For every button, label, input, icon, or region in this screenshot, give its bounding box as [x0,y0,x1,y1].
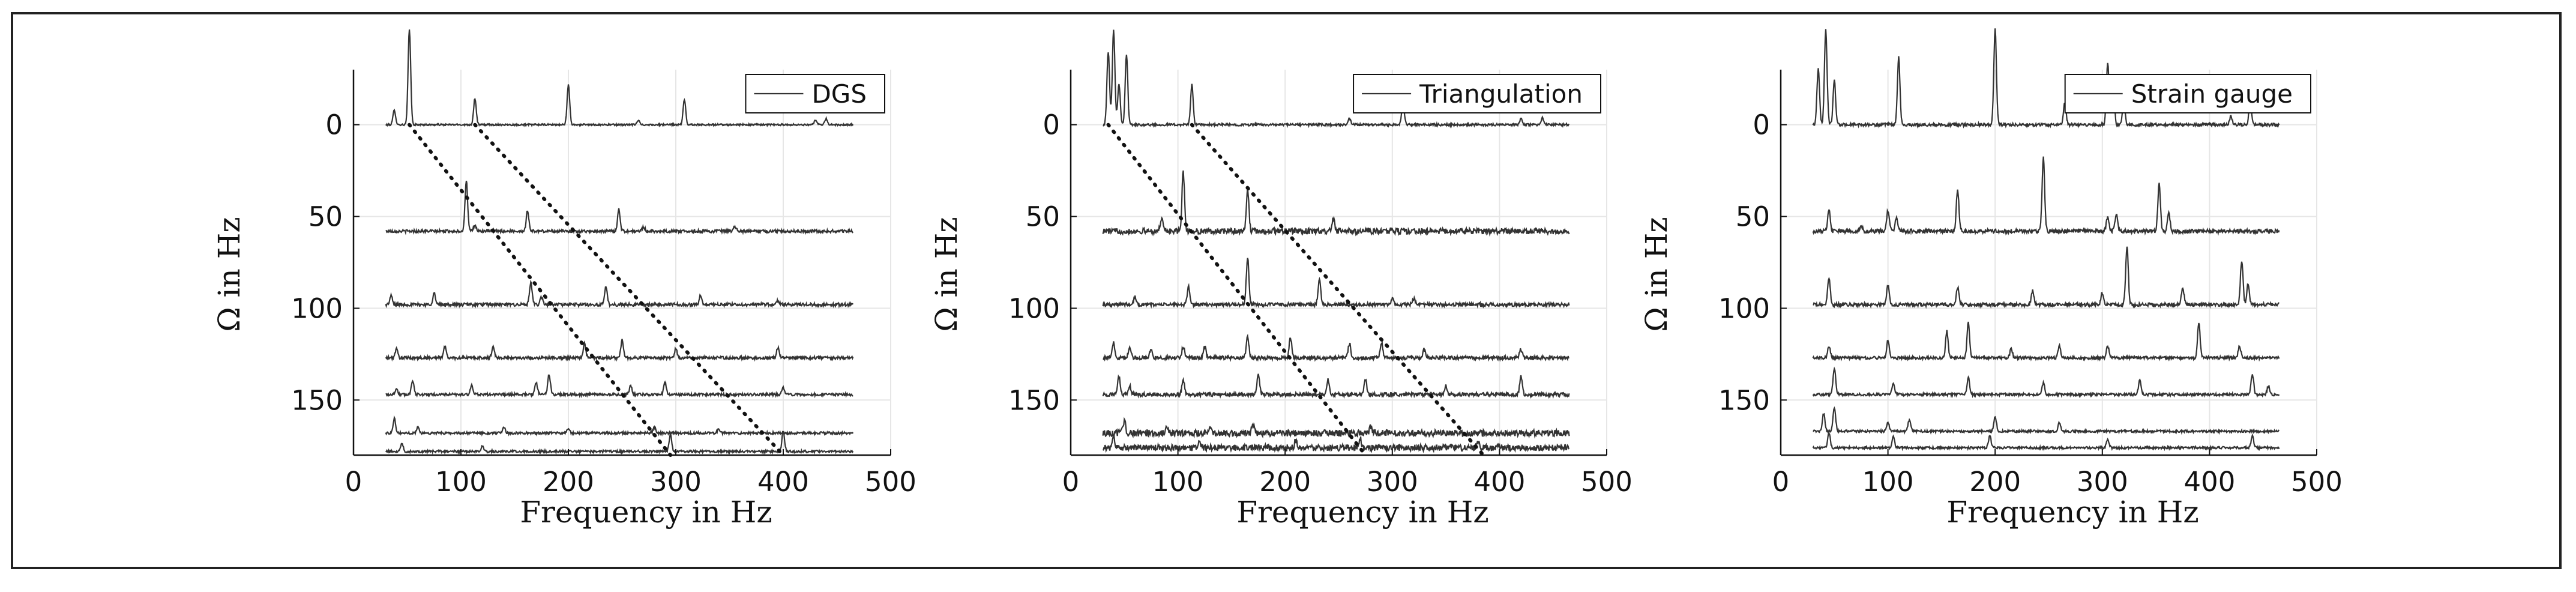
x-tick-label: 0 [345,466,363,498]
spectrum-trace-omega-0 [1812,28,2280,129]
spectrum-trace-omega-98 [1813,246,2280,309]
y-tick-label: 150 [291,384,343,416]
x-tick-label: 500 [865,466,916,498]
y-tick-label: 0 [325,109,343,141]
panel-1: 0 100 200 300 400 500 0 50 100 150 Frequency in Hz… [212,29,916,530]
legend: Strain gauge [2064,74,2311,113]
y-axis-label: Ω in Hz [212,217,247,331]
y-tick-label: 150 [1718,384,1770,416]
x-tick-label: 100 [1862,466,1914,498]
spectrum-trace-omega-0 [1103,29,1570,128]
y-tick-label: 150 [1008,384,1060,416]
panel-3: 0 100 200 300 400 500 0 50 100 150 Frequency in Hz… [1639,28,2343,530]
x-tick-label: 200 [1259,466,1311,498]
x-tick-label: 500 [1581,466,1633,498]
x-tick-label: 200 [543,466,594,498]
x-axis-label: Frequency in Hz [1946,495,2198,530]
spectrum-trace-omega-168 [385,415,854,437]
y-tick-label: 50 [1026,201,1060,233]
x-tick-label: 400 [757,466,809,498]
spectrum-trace-omega-168 [1102,417,1570,439]
x-tick-label: 200 [1969,466,2021,498]
x-tick-label: 300 [2077,466,2128,498]
order-line-2 [1190,122,1485,457]
y-tick-label: 100 [1718,292,1770,324]
spectrum-trace-omega-147 [1102,373,1570,399]
x-tick-label: 300 [1367,466,1418,498]
legend-label: DGS [811,79,867,109]
y-tick-label: 50 [308,201,343,233]
spectrum-trace-omega-178 [385,430,854,456]
y-tick-label: 50 [1736,201,1770,233]
spectrum-trace-omega-147 [1812,366,2280,399]
x-tick-label: 400 [2183,466,2235,498]
spectrum-trace-omega-127 [1103,333,1569,363]
x-tick-label: 100 [1152,466,1204,498]
spectrum-trace-omega-0 [385,29,854,128]
panel-2: 0 100 200 300 400 500 0 50 100 150 Frequency in Hz… [929,29,1633,530]
x-axis-label: Frequency in Hz [520,495,772,530]
spectrum-trace-omega-176 [1812,432,2280,452]
x-tick-label: 0 [1062,466,1080,498]
y-tick-label: 0 [1043,109,1060,141]
order-line-1 [1106,122,1368,457]
spectrum-trace-omega-58 [385,180,854,235]
spectrum-trace-omega-127 [1812,321,2280,362]
spectrum-trace-omega-176 [1102,434,1570,453]
spectrum-trace-omega-58 [1102,170,1570,237]
x-axis-label: Frequency in Hz [1236,495,1488,530]
spectrum-trace-omega-127 [385,339,854,362]
y-axis-label: Ω in Hz [929,217,964,331]
spectrum-trace-omega-58 [1812,156,2280,236]
spectrum-trace-omega-98 [385,279,854,309]
x-tick-label: 500 [2291,466,2343,498]
figure-frame: 0 100 200 300 400 500 0 50 100 150 Frequency in Hz… [11,12,2562,569]
y-tick-label: 100 [1008,292,1060,324]
y-tick-label: 100 [291,292,343,324]
spectrum-trace-omega-98 [1102,258,1570,309]
x-tick-label: 400 [1473,466,1525,498]
x-tick-label: 300 [650,466,702,498]
y-tick-label: 0 [1753,109,1770,141]
spectrum-trace-omega-167 [1813,406,2280,435]
x-tick-label: 100 [435,466,487,498]
y-axis-label: Ω in Hz [1639,217,1674,331]
order-line-1 [408,122,673,457]
legend-label: Triangulation [1419,79,1583,109]
order-line-2 [473,122,785,457]
legend: DGS [745,74,885,113]
spectrum-trace-omega-147 [385,374,853,399]
x-tick-label: 0 [1772,466,1790,498]
legend: Triangulation [1353,74,1601,113]
legend-label: Strain gauge [2131,79,2293,109]
